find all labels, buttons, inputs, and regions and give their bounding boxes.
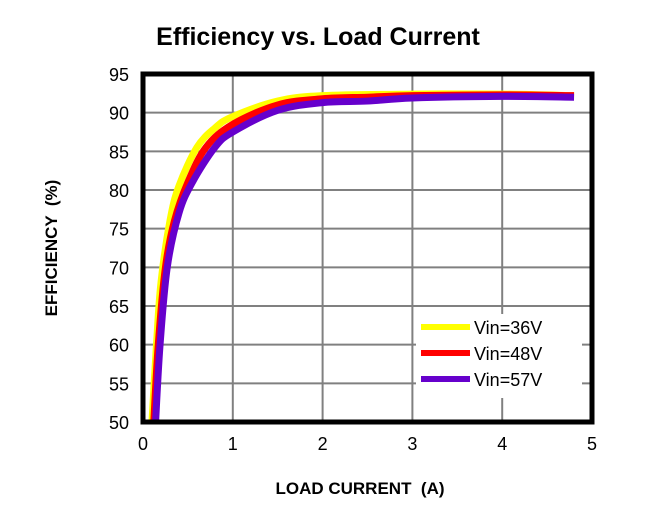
y-tick-label: 75 <box>109 220 129 240</box>
x-tick-label: 5 <box>587 434 597 454</box>
y-tick-label: 85 <box>109 142 129 162</box>
y-tick-label: 80 <box>109 181 129 201</box>
x-tick-label: 0 <box>138 434 148 454</box>
y-tick-label: 55 <box>109 374 129 394</box>
x-tick-label: 3 <box>407 434 417 454</box>
y-tick-label: 50 <box>109 413 129 433</box>
y-tick-label: 65 <box>109 297 129 317</box>
legend-label: Vin=48V <box>474 344 542 364</box>
y-tick-label: 90 <box>109 104 129 124</box>
chart-title: Efficiency vs. Load Current <box>156 23 480 51</box>
x-tick-label: 4 <box>497 434 507 454</box>
legend: Vin=36V Vin=48V Vin=57V <box>416 314 582 398</box>
series-line-vin-57v <box>152 92 575 423</box>
x-axis-label: LOAD CURRENT (A) <box>275 479 444 498</box>
x-tick-label: 1 <box>228 434 238 454</box>
legend-label: Vin=36V <box>474 318 542 338</box>
x-tick-label: 2 <box>318 434 328 454</box>
y-tick-label: 95 <box>109 65 129 85</box>
y-axis-label: EFFICIENCY (%) <box>42 180 61 317</box>
y-tick-label: 60 <box>109 336 129 356</box>
y-tick-label: 70 <box>109 258 129 278</box>
legend-label: Vin=57V <box>474 370 542 390</box>
plot-frame <box>140 71 595 425</box>
